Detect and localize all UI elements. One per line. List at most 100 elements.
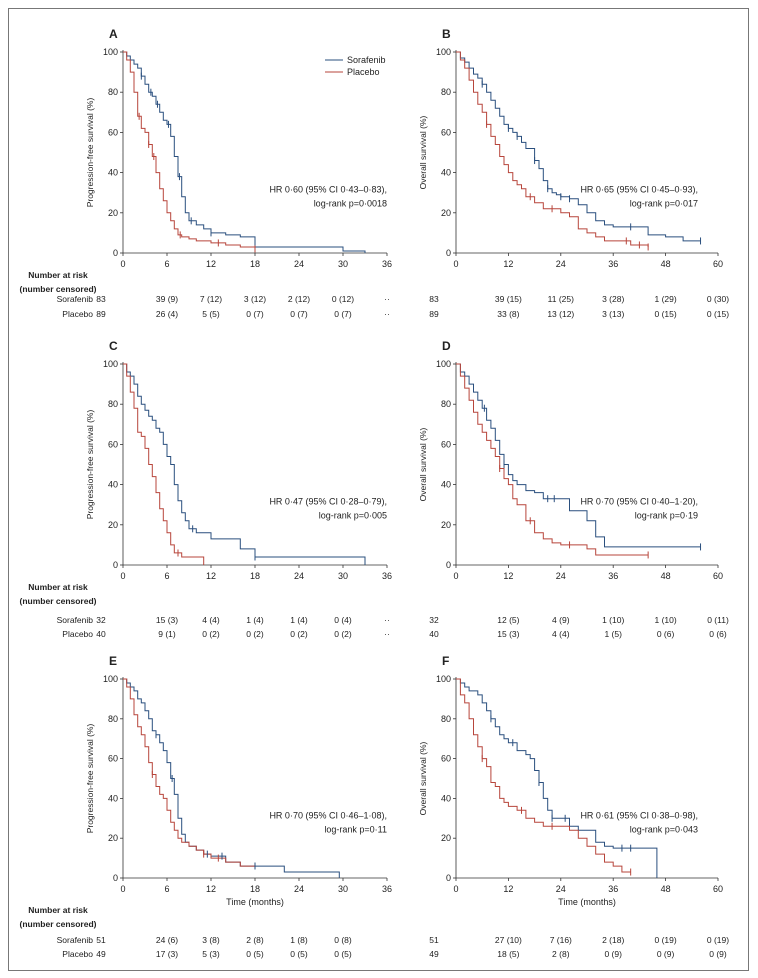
- y-tick-label: 0: [113, 248, 118, 258]
- risk-cell-placebo: 89: [96, 309, 106, 319]
- y-tick-label: 100: [436, 47, 451, 57]
- x-axis-label: Time (months): [226, 897, 284, 907]
- x-tick-label: 18: [250, 571, 260, 581]
- risk-cell-sorafenib: 7 (12): [200, 294, 222, 304]
- x-tick-label: 60: [713, 259, 723, 269]
- risk-cell-sorafenib: 3 (28): [602, 294, 624, 304]
- x-tick-label: 12: [503, 259, 513, 269]
- y-axis-label: Overall survival (%): [418, 741, 428, 815]
- km-curve-sorafenib: [123, 678, 340, 878]
- km-curve-placebo: [456, 363, 649, 556]
- x-tick-label: 48: [661, 571, 671, 581]
- y-tick-label: 20: [441, 208, 451, 218]
- risk-cell-placebo: 0 (9): [604, 949, 622, 959]
- risk-row-label-sorafenib: Sorafenib: [57, 935, 94, 945]
- hr-annotation: HR 0·70 (95% CI 0·46–1·08),: [269, 810, 387, 820]
- risk-cell-sorafenib: 0 (19): [707, 935, 729, 945]
- x-tick-label: 60: [713, 571, 723, 581]
- risk-cell-sorafenib: 3 (12): [244, 294, 266, 304]
- risk-cell-sorafenib: 0 (11): [707, 615, 729, 625]
- risk-cell-placebo: 40: [429, 629, 439, 639]
- x-tick-label: 36: [608, 259, 618, 269]
- y-tick-label: 0: [446, 873, 451, 883]
- x-tick-label: 0: [453, 259, 458, 269]
- panel-label: B: [442, 27, 451, 41]
- y-tick-label: 40: [441, 480, 451, 490]
- hr-annotation: HR 0·47 (95% CI 0·28–0·79),: [269, 497, 387, 507]
- risk-cell-placebo: 26 (4): [156, 309, 178, 319]
- risk-cell-placebo: 0 (5): [246, 949, 264, 959]
- risk-cell-sorafenib: 0 (4): [334, 615, 352, 625]
- hr-annotation: HR 0·60 (95% CI 0·43–0·83),: [269, 185, 387, 195]
- risk-header-sub: (number censored): [20, 596, 97, 606]
- risk-header: Number at risk: [28, 582, 88, 592]
- x-tick-label: 12: [206, 259, 216, 269]
- x-tick-label: 6: [164, 884, 169, 894]
- x-tick-label: 36: [382, 571, 392, 581]
- y-tick-label: 20: [108, 833, 118, 843]
- risk-cell-placebo: 0 (2): [202, 629, 220, 639]
- risk-cell-placebo: 33 (8): [497, 309, 519, 319]
- risk-row-label-placebo: Placebo: [62, 949, 93, 959]
- risk-cell-placebo: 0 (2): [334, 629, 352, 639]
- risk-cell-placebo: 0 (5): [290, 949, 308, 959]
- risk-cell-placebo: 89: [429, 309, 439, 319]
- x-tick-label: 0: [120, 259, 125, 269]
- risk-row-label-sorafenib: Sorafenib: [57, 615, 94, 625]
- risk-cell-placebo: 5 (5): [202, 309, 220, 319]
- risk-cell-sorafenib: 1 (10): [654, 615, 676, 625]
- risk-cell-sorafenib: 27 (10): [495, 935, 522, 945]
- hr-annotation: HR 0·70 (95% CI 0·40–1·20),: [580, 497, 698, 507]
- p-value-annotation: log-rank p=0·0018: [314, 199, 387, 209]
- risk-cell-placebo: 0 (6): [709, 629, 727, 639]
- risk-cell-sorafenib: 83: [96, 294, 106, 304]
- risk-cell-sorafenib: 1 (8): [290, 935, 308, 945]
- x-tick-label: 6: [164, 571, 169, 581]
- y-tick-label: 0: [446, 248, 451, 258]
- panel-d: D 0 20 40 60 80 100 0 12 24 36 48 60 Overall survival…: [418, 339, 729, 639]
- panel-label: C: [109, 339, 118, 353]
- panel-label: D: [442, 339, 451, 353]
- x-tick-label: 36: [608, 884, 618, 894]
- km-curve-placebo: [123, 51, 256, 249]
- risk-cell-placebo: 18 (5): [497, 949, 519, 959]
- risk-cell-sorafenib: 39 (15): [495, 294, 522, 304]
- y-tick-label: 80: [108, 714, 118, 724]
- y-tick-label: 80: [441, 399, 451, 409]
- risk-cell-sorafenib: 0 (12): [332, 294, 354, 304]
- risk-cell-placebo: 17 (3): [156, 949, 178, 959]
- p-value-annotation: log-rank p=0·005: [319, 511, 387, 521]
- x-tick-label: 12: [206, 571, 216, 581]
- y-axis-label: Progression-free survival (%): [85, 724, 95, 834]
- y-axis-label: Overall survival (%): [418, 427, 428, 501]
- risk-cell-sorafenib: ··: [384, 294, 390, 304]
- risk-cell-placebo: 0 (7): [290, 309, 308, 319]
- x-tick-label: 6: [164, 259, 169, 269]
- risk-cell-placebo: 0 (15): [707, 309, 729, 319]
- risk-cell-sorafenib: 2 (18): [602, 935, 624, 945]
- risk-cell-sorafenib: 7 (16): [550, 935, 572, 945]
- risk-cell-placebo: 3 (13): [602, 309, 624, 319]
- km-curve-placebo: [456, 678, 631, 873]
- p-value-annotation: log-rank p=0·19: [635, 511, 698, 521]
- x-tick-label: 48: [661, 259, 671, 269]
- risk-cell-sorafenib: 12 (5): [497, 615, 519, 625]
- y-tick-label: 40: [108, 480, 118, 490]
- risk-cell-placebo: 0 (9): [657, 949, 675, 959]
- y-tick-label: 100: [436, 674, 451, 684]
- y-tick-label: 20: [108, 208, 118, 218]
- panel-e: E 0 20 40 60 80 100 0 6 12 18 24 30 36 Progression-fre…: [20, 654, 393, 959]
- risk-cell-sorafenib: 2 (12): [288, 294, 310, 304]
- x-tick-label: 18: [250, 884, 260, 894]
- x-tick-label: 30: [338, 884, 348, 894]
- risk-cell-placebo: ··: [384, 309, 390, 319]
- risk-cell-sorafenib: 15 (3): [156, 615, 178, 625]
- p-value-annotation: log-rank p=0·11: [324, 824, 387, 834]
- x-tick-label: 24: [556, 884, 566, 894]
- x-tick-label: 24: [294, 571, 304, 581]
- risk-cell-placebo: 0 (9): [709, 949, 727, 959]
- risk-row-label-sorafenib: Sorafenib: [57, 294, 94, 304]
- risk-cell-sorafenib: 32: [96, 615, 106, 625]
- risk-cell-placebo: 1 (5): [604, 629, 622, 639]
